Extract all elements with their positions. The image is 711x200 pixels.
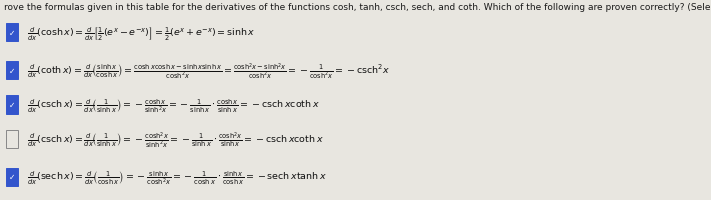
- FancyBboxPatch shape: [6, 130, 18, 148]
- Text: $\frac{d}{dx}(\mathrm{csch}\, x) = \frac{d}{dx}\!\left(\frac{1}{\sinh x}\right) : $\frac{d}{dx}(\mathrm{csch}\, x) = \frac…: [27, 129, 324, 149]
- Text: $\frac{d}{dx}(\mathrm{sech}\, x) = \frac{d}{dx}\!\left(\frac{1}{\cosh x}\right) : $\frac{d}{dx}(\mathrm{sech}\, x) = \frac…: [27, 168, 327, 186]
- Text: ✓: ✓: [9, 67, 15, 75]
- Text: $\frac{d}{dx}(\mathrm{csch}\, x) = \frac{d}{dx}\!\left(\frac{1}{\sinh x}\right) : $\frac{d}{dx}(\mathrm{csch}\, x) = \frac…: [27, 96, 320, 114]
- FancyBboxPatch shape: [6, 62, 18, 80]
- Text: ✓: ✓: [9, 101, 15, 109]
- FancyBboxPatch shape: [6, 96, 18, 114]
- FancyBboxPatch shape: [6, 168, 18, 186]
- Text: ✓: ✓: [9, 29, 15, 37]
- Text: $\frac{d}{dx}(\cosh x) = \frac{d}{dx}\left[\frac{1}{2}(e^x - e^{-x})\right] = \f: $\frac{d}{dx}(\cosh x) = \frac{d}{dx}\le…: [27, 25, 256, 41]
- FancyBboxPatch shape: [6, 24, 18, 42]
- Text: $\frac{d}{dx}(\coth x) = \frac{d}{dx}\!\left(\frac{\sinh x}{\cosh x}\right) = \f: $\frac{d}{dx}(\coth x) = \frac{d}{dx}\!\…: [27, 61, 390, 81]
- Text: rove the formulas given in this table for the derivatives of the functions cosh,: rove the formulas given in this table fo…: [4, 3, 711, 12]
- Text: ✓: ✓: [9, 173, 15, 181]
